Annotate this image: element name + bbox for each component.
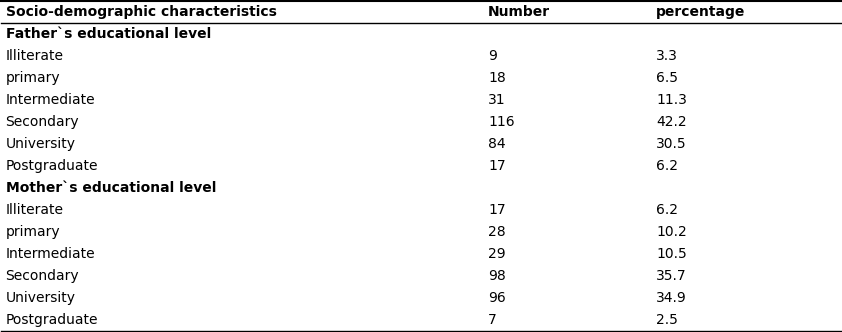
Text: Intermediate: Intermediate	[6, 247, 95, 261]
Text: 34.9: 34.9	[656, 291, 687, 305]
Text: 7: 7	[488, 313, 497, 327]
Text: Secondary: Secondary	[6, 115, 79, 129]
Text: 35.7: 35.7	[656, 269, 686, 283]
Text: Postgraduate: Postgraduate	[6, 159, 98, 173]
Text: primary: primary	[6, 225, 61, 239]
Text: 3.3: 3.3	[656, 49, 678, 63]
Text: percentage: percentage	[656, 5, 745, 19]
Text: Secondary: Secondary	[6, 269, 79, 283]
Text: Postgraduate: Postgraduate	[6, 313, 98, 327]
Text: University: University	[6, 137, 76, 151]
Text: 6.5: 6.5	[656, 71, 678, 85]
Text: Number: Number	[488, 5, 551, 19]
Text: 2.5: 2.5	[656, 313, 678, 327]
Text: 28: 28	[488, 225, 506, 239]
Text: 11.3: 11.3	[656, 93, 687, 107]
Text: Illiterate: Illiterate	[6, 203, 64, 217]
Text: primary: primary	[6, 71, 61, 85]
Text: 18: 18	[488, 71, 506, 85]
Text: Father`s educational level: Father`s educational level	[6, 27, 210, 41]
Text: Intermediate: Intermediate	[6, 93, 95, 107]
Text: Socio-demographic characteristics: Socio-demographic characteristics	[6, 5, 276, 19]
Text: 96: 96	[488, 291, 506, 305]
Text: 31: 31	[488, 93, 506, 107]
Text: 84: 84	[488, 137, 506, 151]
Text: Mother`s educational level: Mother`s educational level	[6, 181, 216, 195]
Text: 17: 17	[488, 203, 506, 217]
Text: 6.2: 6.2	[656, 203, 678, 217]
Text: 29: 29	[488, 247, 506, 261]
Text: 10.2: 10.2	[656, 225, 687, 239]
Text: 9: 9	[488, 49, 497, 63]
Text: 98: 98	[488, 269, 506, 283]
Text: University: University	[6, 291, 76, 305]
Text: 30.5: 30.5	[656, 137, 686, 151]
Text: 17: 17	[488, 159, 506, 173]
Text: 116: 116	[488, 115, 514, 129]
Text: 6.2: 6.2	[656, 159, 678, 173]
Text: 42.2: 42.2	[656, 115, 686, 129]
Text: Illiterate: Illiterate	[6, 49, 64, 63]
Text: 10.5: 10.5	[656, 247, 687, 261]
